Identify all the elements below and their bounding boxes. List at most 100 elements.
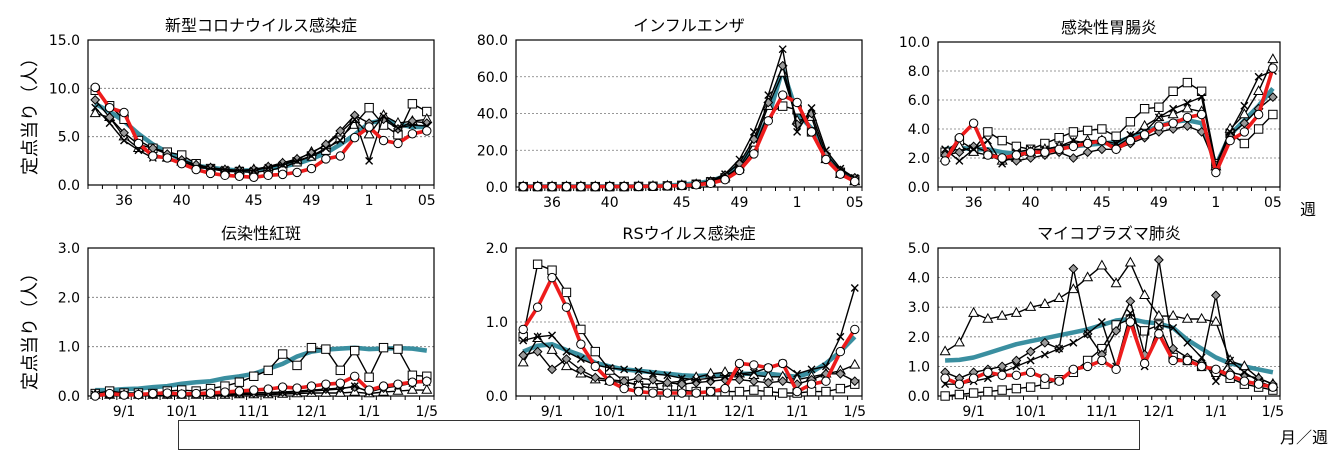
data-point-circle [806, 127, 817, 137]
data-point-x [793, 127, 802, 136]
data-point-triangle [849, 358, 861, 369]
y-tick-label: 60.0 [477, 70, 508, 86]
data-point-circle [104, 102, 115, 113]
data-point-circle [561, 181, 572, 192]
data-point-diamond [633, 373, 644, 384]
data-point-triangle [1238, 360, 1250, 371]
data-point-square [1239, 138, 1250, 149]
data-point-diamond [763, 377, 774, 388]
data-point-x [807, 365, 816, 374]
data-point-x [620, 365, 629, 374]
data-point-triangle [1053, 292, 1065, 303]
data-point-diamond [590, 372, 601, 383]
data-point-x [1211, 377, 1220, 386]
data-point-circle [619, 383, 629, 394]
data-point-triangle [1067, 283, 1079, 294]
data-point-circle [1253, 109, 1264, 120]
y-tick-label: 0.0 [486, 389, 508, 405]
data-point-triangle [939, 345, 951, 356]
x-tick-label: 49 [303, 193, 321, 209]
data-point-triangle [1253, 85, 1265, 95]
data-point-triangle [1181, 312, 1193, 323]
data-point-circle [1268, 382, 1278, 392]
data-point-circle [1082, 361, 1093, 372]
data-point-square [940, 391, 950, 401]
series-current-circle [940, 317, 1278, 392]
data-point-circle [576, 339, 586, 349]
chart-title: 新型コロナウイルス感染症 [165, 16, 357, 35]
data-point-square [277, 349, 288, 359]
data-point-x [1012, 362, 1021, 371]
data-point-circle [590, 181, 600, 192]
data-point-triangle [1238, 108, 1250, 119]
plot-area [937, 41, 1281, 188]
y-tick-label: 2.0 [486, 241, 508, 257]
data-point-circle [220, 387, 230, 397]
data-point-x [634, 366, 643, 375]
series-current-circle [90, 371, 432, 401]
data-point-square [1253, 124, 1264, 134]
data-point-triangle [1139, 289, 1151, 300]
data-point-circle [277, 382, 288, 392]
chart-panel-3: 0.0 2.0 4.0 6.0 8.0 10.0 36 40 45 49 1 05 感染性胃腸炎 [899, 18, 1282, 211]
chart-title: マイコプラズマ肺炎 [1037, 224, 1181, 243]
data-point-circle [821, 154, 831, 165]
data-point-circle [422, 126, 432, 136]
data-point-diamond [1082, 147, 1093, 158]
data-point-circle [1139, 130, 1150, 140]
data-point-circle [997, 153, 1007, 163]
data-point-circle [148, 151, 158, 161]
data-point-circle [940, 156, 950, 166]
data-point-square [1125, 117, 1136, 127]
x-tick-label: 9/1 [541, 404, 564, 420]
data-point-x [706, 374, 715, 383]
x-tick-label: 12/1 [1143, 404, 1174, 420]
data-point-diamond [648, 374, 658, 385]
data-point-x [969, 145, 978, 154]
y-tick-label: 5.0 [908, 241, 930, 257]
data-point-square [778, 388, 788, 398]
data-point-diamond [518, 350, 529, 361]
data-point-x [336, 136, 345, 145]
data-point-circle [220, 170, 230, 181]
data-point-circle [605, 181, 615, 192]
data-point-circle [292, 167, 302, 178]
chart-panel-5: 0.0 1.0 2.0 9/1 10/1 11/1 12/1 1/1 1/5 RSウイルス感染症 [486, 224, 866, 420]
y-tick-label: 2.0 [908, 330, 930, 346]
y-tick-label: 20.0 [477, 143, 508, 159]
chart-title: 伝染性紅斑 [221, 224, 301, 243]
data-point-diamond [1025, 153, 1036, 163]
chart-title: 感染性胃腸炎 [1061, 18, 1157, 37]
data-point-square [263, 365, 273, 376]
x-tick-label: 1/5 [416, 404, 439, 420]
data-point-square [605, 365, 615, 375]
data-point-circle [407, 129, 418, 139]
data-point-x [735, 155, 744, 164]
data-point-circle [778, 90, 788, 100]
data-point-x [1083, 329, 1092, 338]
data-point-circle [249, 385, 259, 395]
data-point-circle [1082, 138, 1093, 149]
x-tick-label: 05 [418, 193, 436, 209]
data-point-square [997, 135, 1007, 146]
data-point-x [1240, 101, 1249, 110]
x-tick-label: 1 [793, 195, 802, 211]
y-tick-label: 4.0 [908, 271, 930, 287]
data-point-x [735, 369, 744, 378]
data-point-x [1126, 309, 1135, 318]
data-point-x [764, 91, 773, 100]
data-point-circle [1168, 355, 1178, 366]
data-point-x [749, 368, 758, 377]
data-point-square [364, 102, 374, 113]
data-point-circle [633, 386, 644, 397]
data-point-square [1011, 383, 1022, 394]
y-tick-label: 8.0 [908, 64, 930, 80]
x-tick-label: 40 [173, 193, 191, 209]
data-point-circle [1182, 112, 1193, 123]
data-point-x [91, 103, 100, 112]
data-point-circle [1011, 150, 1022, 160]
data-point-x [379, 112, 388, 121]
y-tick-label: 2.0 [908, 151, 930, 167]
data-point-square [968, 388, 979, 398]
data-point-x [249, 166, 258, 175]
